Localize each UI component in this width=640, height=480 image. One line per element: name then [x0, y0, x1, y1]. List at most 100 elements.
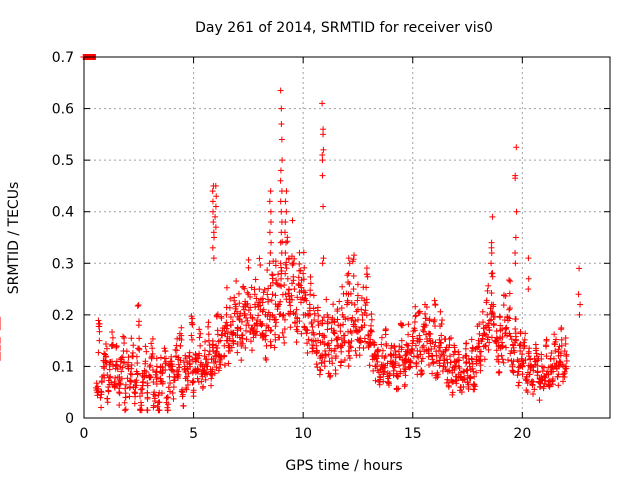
data-point	[520, 339, 527, 346]
data-point	[279, 157, 286, 164]
data-point	[398, 337, 405, 344]
data-point	[177, 343, 184, 350]
data-point	[402, 372, 409, 379]
data-point	[265, 324, 272, 331]
data-point	[356, 352, 363, 359]
data-point	[319, 260, 326, 267]
data-point	[354, 281, 361, 288]
data-point	[128, 371, 135, 378]
data-point	[277, 298, 284, 305]
data-point	[148, 354, 155, 361]
data-point	[170, 384, 177, 391]
data-point	[447, 359, 454, 366]
data-point	[349, 258, 356, 265]
data-point	[234, 341, 241, 348]
data-point	[279, 238, 286, 245]
data-point	[414, 353, 421, 360]
data-point	[388, 345, 395, 352]
data-point	[113, 362, 120, 369]
data-point	[429, 370, 436, 377]
data-point	[268, 239, 275, 246]
data-point	[172, 346, 179, 353]
data-point	[188, 319, 195, 326]
data-point	[398, 322, 405, 329]
data-point	[375, 369, 382, 376]
data-point	[508, 336, 515, 343]
data-point	[555, 346, 562, 353]
data-point	[438, 332, 445, 339]
data-point	[433, 372, 440, 379]
data-point	[243, 314, 250, 321]
data-point	[455, 348, 462, 355]
data-point	[150, 391, 157, 398]
data-point	[319, 157, 326, 164]
data-point	[103, 345, 110, 352]
data-point	[244, 289, 251, 296]
data-point	[154, 403, 161, 410]
data-point	[502, 344, 509, 351]
data-point	[337, 328, 344, 335]
data-point	[301, 264, 308, 271]
data-point	[300, 249, 307, 256]
data-point	[271, 344, 278, 351]
data-point	[123, 348, 130, 355]
data-point	[311, 317, 318, 324]
data-point	[261, 286, 268, 293]
data-point	[555, 382, 562, 389]
data-point	[229, 318, 236, 325]
data-point	[348, 338, 355, 345]
data-point	[341, 357, 348, 364]
data-point	[257, 262, 264, 269]
data-point	[506, 277, 513, 284]
data-point	[412, 313, 419, 320]
data-point	[419, 344, 426, 351]
data-point	[289, 217, 296, 224]
data-point	[309, 323, 316, 330]
data-point	[175, 371, 182, 378]
data-point	[346, 260, 353, 267]
data-point	[294, 294, 301, 301]
data-point	[451, 366, 458, 373]
data-point	[473, 369, 480, 376]
data-point	[366, 362, 373, 369]
data-point	[217, 337, 224, 344]
data-point	[111, 381, 118, 388]
data-point	[405, 331, 412, 338]
data-point	[498, 339, 505, 346]
data-point	[235, 290, 242, 297]
data-point	[214, 331, 221, 338]
data-point	[524, 380, 531, 387]
data-point	[468, 336, 475, 343]
data-point	[189, 378, 196, 385]
data-point	[281, 282, 288, 289]
data-point	[319, 151, 326, 158]
data-point	[374, 358, 381, 365]
data-point	[247, 294, 254, 301]
data-point	[292, 319, 299, 326]
data-point	[212, 349, 219, 356]
data-point	[344, 299, 351, 306]
data-point	[237, 310, 244, 317]
data-point	[349, 314, 356, 321]
data-point	[382, 353, 389, 360]
data-point	[397, 370, 404, 377]
data-point	[471, 386, 478, 393]
data-point	[245, 307, 252, 314]
data-point	[109, 341, 116, 348]
data-point	[517, 341, 524, 348]
data-point	[283, 239, 290, 246]
data-point	[284, 238, 291, 245]
data-point	[398, 346, 405, 353]
data-point	[416, 308, 423, 315]
data-point	[129, 349, 136, 356]
data-point	[348, 344, 355, 351]
data-point	[144, 407, 151, 414]
y-tick-label: 0.2	[52, 308, 74, 324]
data-point	[490, 303, 497, 310]
data-point	[221, 352, 228, 359]
data-point	[286, 286, 293, 293]
axes: 0 0.1 0.2 0.3 0.4 0.5 0.6 0.7 0 5 10 15 20	[52, 50, 611, 442]
data-point	[342, 316, 349, 323]
data-point	[278, 275, 285, 282]
data-point	[266, 316, 273, 323]
